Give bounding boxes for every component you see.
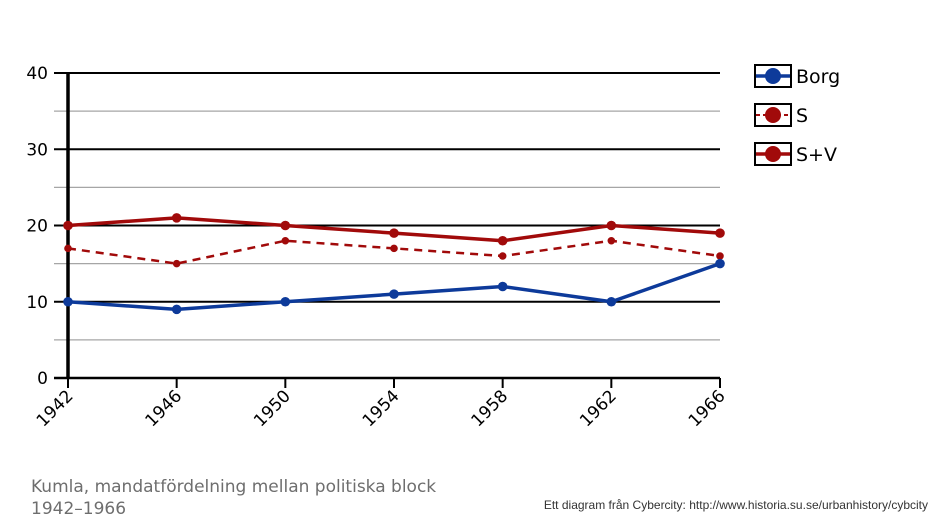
legend-label-s: S xyxy=(796,105,808,127)
x-tick-labels: 1942 1946 1950 1954 1958 1962 1966 xyxy=(33,386,730,431)
x-tick-label: 1966 xyxy=(685,386,730,431)
series-line-s xyxy=(67,239,721,265)
data-point-s-v xyxy=(606,220,617,231)
y-tick-label: 20 xyxy=(26,217,48,237)
x-tick-label: 1942 xyxy=(33,386,78,431)
data-point-s-v xyxy=(280,220,291,231)
y-tick-labels: 0 10 20 30 40 xyxy=(26,64,48,389)
series-layer xyxy=(63,213,725,315)
data-point-s xyxy=(607,236,616,245)
legend-marker-s-v xyxy=(765,146,781,162)
data-point-s xyxy=(716,252,724,260)
legend-marker-borg xyxy=(765,68,781,84)
legend-marker-s xyxy=(765,107,781,123)
data-point-s xyxy=(390,244,398,253)
y-tick-label: 10 xyxy=(26,293,48,313)
data-point-borg xyxy=(63,296,73,307)
legend: Borg S S+V xyxy=(754,64,840,166)
y-tick-label: 30 xyxy=(26,140,48,160)
x-tick-label: 1954 xyxy=(359,386,404,431)
data-point-s xyxy=(281,236,290,245)
source-credit: Ett diagram från Cybercity: http://www.h… xyxy=(543,498,928,512)
data-point-s xyxy=(64,244,72,253)
y-tick-label: 40 xyxy=(26,64,48,84)
y-tick-label: 0 xyxy=(37,369,48,389)
axes xyxy=(54,73,721,388)
legend-label-s-v: S+V xyxy=(796,144,837,166)
chart-caption: Kumla, mandatfördelning mellan politiska… xyxy=(31,477,437,519)
data-point-borg xyxy=(606,296,617,307)
data-point-s xyxy=(498,252,507,260)
x-tick-label: 1946 xyxy=(141,386,186,431)
legend-label-borg: Borg xyxy=(796,66,840,88)
data-point-borg xyxy=(715,258,725,269)
data-point-borg xyxy=(497,281,508,292)
data-point-s-v xyxy=(389,228,399,238)
data-point-s xyxy=(172,259,181,268)
x-tick-label: 1962 xyxy=(576,386,621,431)
data-point-borg xyxy=(280,296,291,307)
data-point-s-v xyxy=(497,235,508,246)
data-point-borg xyxy=(389,289,399,299)
data-point-borg xyxy=(171,304,182,315)
data-point-s-v xyxy=(715,228,725,238)
data-point-s-v xyxy=(63,220,73,231)
x-tick-label: 1950 xyxy=(250,386,295,431)
data-point-s-v xyxy=(171,213,182,223)
x-tick-label: 1958 xyxy=(467,386,512,431)
